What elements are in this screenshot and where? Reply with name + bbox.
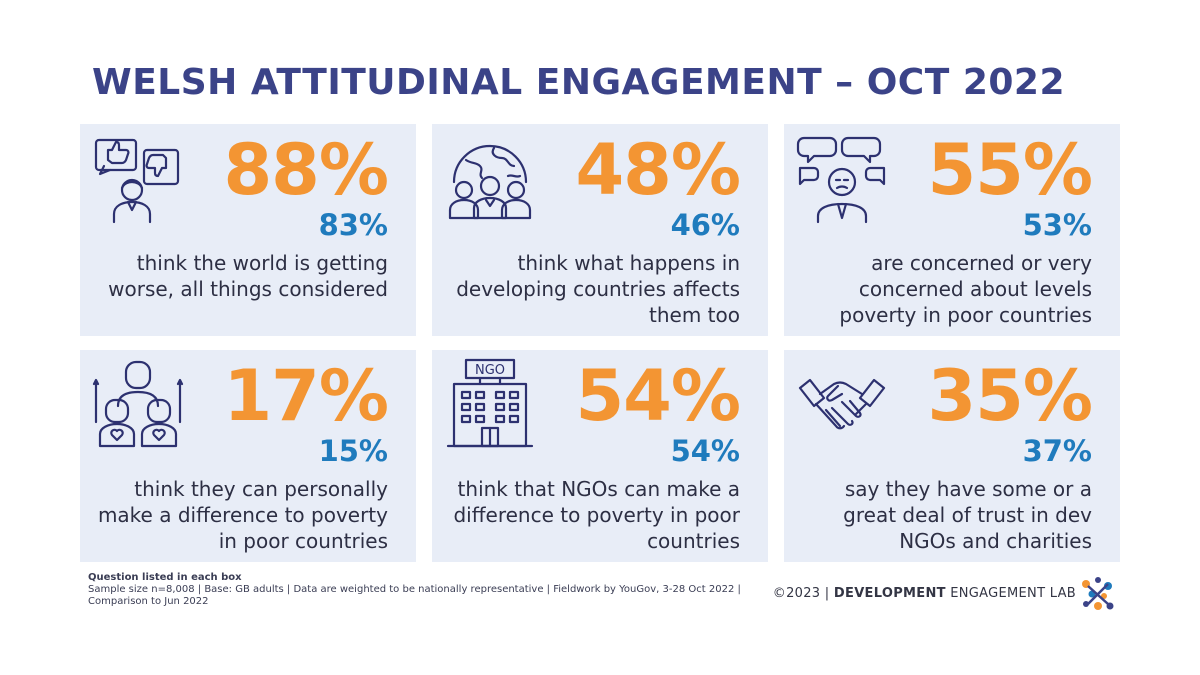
stat-card-ngo-trust: 35% 37% say they have some or a great de…	[784, 350, 1120, 562]
headline-percent: 17%	[223, 355, 389, 437]
comparison-percent: 53%	[1022, 208, 1092, 242]
headline-percent: 88%	[223, 129, 389, 211]
page-title: WELSH ATTITUDINAL ENGAGEMENT – OCT 2022	[92, 62, 1066, 103]
headline-percent: 35%	[927, 355, 1093, 437]
del-logo-icon	[1078, 574, 1118, 614]
ngo-sign-text: NGO	[475, 363, 505, 378]
comparison-percent: 54%	[670, 434, 740, 468]
worried-person-icon	[796, 132, 888, 224]
stat-description: say they have some or a great deal of tr…	[843, 477, 1092, 553]
family-hearts-icon	[92, 358, 184, 450]
stat-card-developing-countries: 48% 46% think what happens in developing…	[432, 124, 768, 336]
stat-description: think that NGOs can make a difference to…	[453, 477, 740, 553]
comparison-percent: 46%	[670, 208, 740, 242]
notes-heading: Question listed in each box	[88, 572, 242, 583]
comparison-percent: 83%	[318, 208, 388, 242]
methodology-notes: Question listed in each box Sample size …	[88, 572, 748, 608]
stat-card-ngo-difference: NGO 54% 54% think that NGOs can make a d…	[432, 350, 768, 562]
ngo-building-icon: NGO	[444, 358, 536, 450]
comparison-percent: 37%	[1022, 434, 1092, 468]
stat-card-poverty-concern: 55% 53% are concerned or very concerned …	[784, 124, 1120, 336]
copyright-credit: ©2023 | DEVELOPMENT ENGAGEMENT LAB	[773, 586, 1076, 601]
handshake-icon	[796, 358, 888, 450]
credit-org-bold: DEVELOPMENT	[833, 586, 946, 601]
globe-people-icon	[444, 132, 536, 224]
stat-description: are concerned or very concerned about le…	[839, 251, 1092, 327]
stat-description: think the world is getting worse, all th…	[108, 251, 388, 301]
stat-description: think they can personally make a differe…	[97, 477, 388, 553]
comparison-percent: 15%	[318, 434, 388, 468]
stat-card-personal-difference: 17% 15% think they can personally make a…	[80, 350, 416, 562]
headline-percent: 48%	[575, 129, 741, 211]
credit-prefix: ©2023 |	[772, 586, 834, 601]
thumbs-feedback-icon	[92, 132, 184, 224]
notes-text: Sample size n=8,008 | Base: GB adults | …	[88, 584, 741, 607]
headline-percent: 54%	[575, 355, 741, 437]
headline-percent: 55%	[927, 129, 1093, 211]
stat-card-world-worse: 88% 83% think the world is getting worse…	[80, 124, 416, 336]
stat-description: think what happens in developing countri…	[456, 251, 740, 327]
credit-org-rest: ENGAGEMENT LAB	[945, 586, 1076, 601]
